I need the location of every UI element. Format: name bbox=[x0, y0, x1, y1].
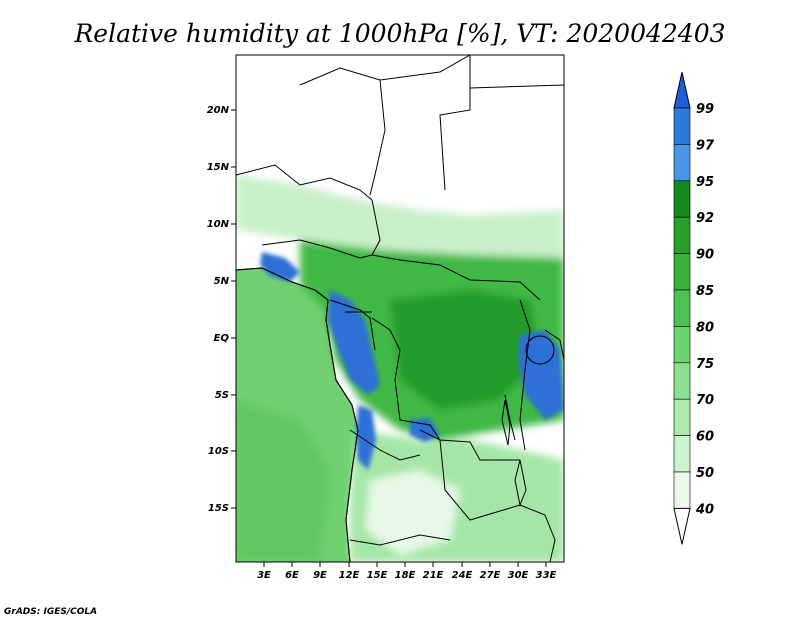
colorbar-level-label: 80 bbox=[696, 320, 714, 335]
country-borders bbox=[236, 55, 564, 562]
lat-tick-label: 15N bbox=[207, 162, 230, 173]
lat-tick-label: 5S bbox=[215, 390, 229, 401]
colorbar-level-label: 90 bbox=[696, 248, 714, 263]
lon-tick: 3E bbox=[257, 562, 271, 581]
map-frame bbox=[235, 54, 565, 563]
lat-tick-label: 10N bbox=[207, 219, 230, 230]
lon-tick-label: 6E bbox=[285, 570, 299, 581]
colorbar-level-label: 70 bbox=[696, 393, 714, 408]
ocean-darker-band bbox=[236, 400, 330, 562]
lon-tick: 21E bbox=[423, 562, 444, 581]
colorbar-level-label: 40 bbox=[695, 502, 714, 517]
lat-tick: 10S bbox=[208, 446, 236, 457]
colorbar-swatch bbox=[673, 216, 691, 254]
nigeria-coast-blue bbox=[260, 252, 300, 282]
lon-tick: 18E bbox=[395, 562, 416, 581]
congo-basin-darker bbox=[390, 290, 540, 410]
lon-tick-label: 24E bbox=[452, 570, 473, 581]
lon-tick-label: 15E bbox=[367, 570, 388, 581]
colorbar-swatch bbox=[673, 435, 691, 473]
lat-tick: 15S bbox=[208, 503, 236, 514]
angola-coast-blue bbox=[356, 405, 376, 470]
lat-tick-label: EQ bbox=[214, 333, 230, 344]
lon-tick-label: 21E bbox=[423, 570, 444, 581]
colorbar-swatch bbox=[673, 398, 691, 436]
lon-tick: 6E bbox=[285, 562, 299, 581]
latitude-axis: 20N 15N 10N 5N EQ 5S 10S 15S bbox=[207, 105, 236, 514]
colorbar-swatch bbox=[673, 326, 691, 364]
colorbar-level-label: 99 bbox=[696, 102, 714, 117]
colorbar-swatch bbox=[673, 289, 691, 327]
lat-tick: 15N bbox=[207, 162, 236, 173]
lon-tick-label: 30E bbox=[508, 570, 529, 581]
colorbar-swatch bbox=[673, 471, 691, 509]
lon-tick: 15E bbox=[367, 562, 388, 581]
colorbar-level-label: 85 bbox=[696, 284, 714, 299]
colorbar-swatch bbox=[673, 362, 691, 400]
colorbar-swatch bbox=[673, 107, 691, 145]
map-plot-area bbox=[236, 55, 564, 562]
lon-tick: 30E bbox=[508, 562, 529, 581]
colorbar-swatch bbox=[673, 253, 691, 291]
lon-tick-label: 3E bbox=[257, 570, 271, 581]
colorbar-bottom-arrow bbox=[673, 507, 691, 545]
lon-tick: 24E bbox=[452, 562, 473, 581]
lat-tick: 10N bbox=[207, 219, 236, 230]
colorbar-level-label: 92 bbox=[696, 211, 714, 226]
colorbar-swatch bbox=[673, 144, 691, 182]
lon-tick-label: 18E bbox=[395, 570, 416, 581]
lat-tick: EQ bbox=[214, 333, 236, 344]
colorbar-level-label: 50 bbox=[696, 466, 714, 481]
lat-tick-label: 10S bbox=[208, 446, 229, 457]
colorbar-level-label: 95 bbox=[696, 175, 714, 190]
lat-tick-label: 5N bbox=[214, 276, 230, 287]
grads-credit: GrADS: IGES/COLA bbox=[4, 607, 97, 617]
angola-dry-patch bbox=[365, 470, 460, 555]
lat-tick-label: 15S bbox=[208, 503, 229, 514]
colorbar-level-label: 97 bbox=[696, 138, 715, 153]
lon-tick: 27E bbox=[480, 562, 501, 581]
map-title: Relative humidity at 1000hPa [%], VT: 20… bbox=[73, 19, 725, 48]
cameroon-gabon-blue bbox=[328, 290, 380, 395]
lon-tick: 12E bbox=[339, 562, 360, 581]
lon-tick-label: 27E bbox=[480, 570, 501, 581]
lake-victoria-blue bbox=[518, 330, 564, 420]
sahel-light-green bbox=[236, 175, 564, 260]
lon-tick-label: 12E bbox=[339, 570, 360, 581]
lon-tick: 9E bbox=[313, 562, 327, 581]
colorbar-swatch bbox=[673, 180, 691, 218]
lon-tick-label: 9E bbox=[313, 570, 327, 581]
colorbar-level-label: 60 bbox=[696, 430, 714, 445]
longitude-axis: 3E 6E 9E 12E 15E 18E 21E 24E 27E 30E 33E bbox=[257, 562, 557, 581]
lon-tick: 33E bbox=[536, 562, 557, 581]
lake-outlines bbox=[501, 335, 555, 507]
lat-tick: 5N bbox=[214, 276, 236, 287]
lat-tick-label: 20N bbox=[207, 105, 230, 116]
colorbar-level-label: 75 bbox=[696, 357, 714, 372]
colorbar-top-arrow bbox=[673, 71, 691, 109]
lat-tick: 20N bbox=[207, 105, 236, 116]
colorbar: 99 97 95 92 90 85 80 75 70 60 50 40 bbox=[673, 71, 715, 545]
lon-tick-label: 33E bbox=[536, 570, 557, 581]
lat-tick: 5S bbox=[215, 390, 236, 401]
